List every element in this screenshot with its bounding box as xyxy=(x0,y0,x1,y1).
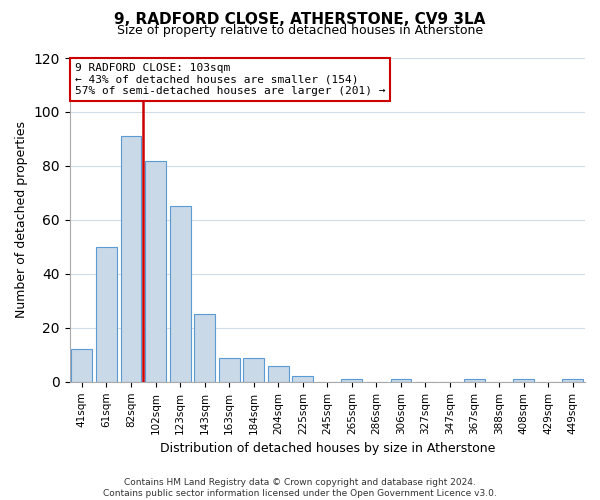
Bar xyxy=(121,136,142,382)
Bar xyxy=(562,379,583,382)
Bar xyxy=(170,206,191,382)
Bar xyxy=(71,350,92,382)
Text: 9 RADFORD CLOSE: 103sqm
← 43% of detached houses are smaller (154)
57% of semi-d: 9 RADFORD CLOSE: 103sqm ← 43% of detache… xyxy=(75,63,385,96)
Bar xyxy=(513,379,534,382)
X-axis label: Distribution of detached houses by size in Atherstone: Distribution of detached houses by size … xyxy=(160,442,495,455)
Bar xyxy=(268,366,289,382)
Text: 9, RADFORD CLOSE, ATHERSTONE, CV9 3LA: 9, RADFORD CLOSE, ATHERSTONE, CV9 3LA xyxy=(115,12,485,28)
Bar xyxy=(219,358,239,382)
Bar xyxy=(391,379,412,382)
Bar xyxy=(145,160,166,382)
Text: Contains HM Land Registry data © Crown copyright and database right 2024.
Contai: Contains HM Land Registry data © Crown c… xyxy=(103,478,497,498)
Y-axis label: Number of detached properties: Number of detached properties xyxy=(15,122,28,318)
Bar xyxy=(464,379,485,382)
Bar xyxy=(341,379,362,382)
Bar xyxy=(194,314,215,382)
Bar xyxy=(292,376,313,382)
Bar xyxy=(96,247,117,382)
Bar xyxy=(243,358,264,382)
Text: Size of property relative to detached houses in Atherstone: Size of property relative to detached ho… xyxy=(117,24,483,37)
